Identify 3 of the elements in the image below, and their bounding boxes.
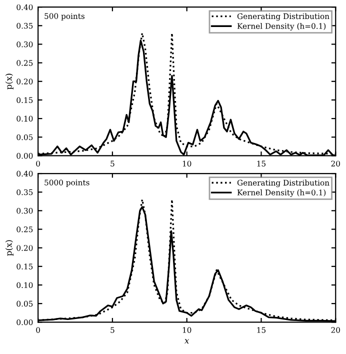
x-axis-title: x: [184, 339, 190, 344]
y-axis-title: p(x): [5, 240, 14, 256]
y-axis-title: p(x): [5, 74, 14, 90]
